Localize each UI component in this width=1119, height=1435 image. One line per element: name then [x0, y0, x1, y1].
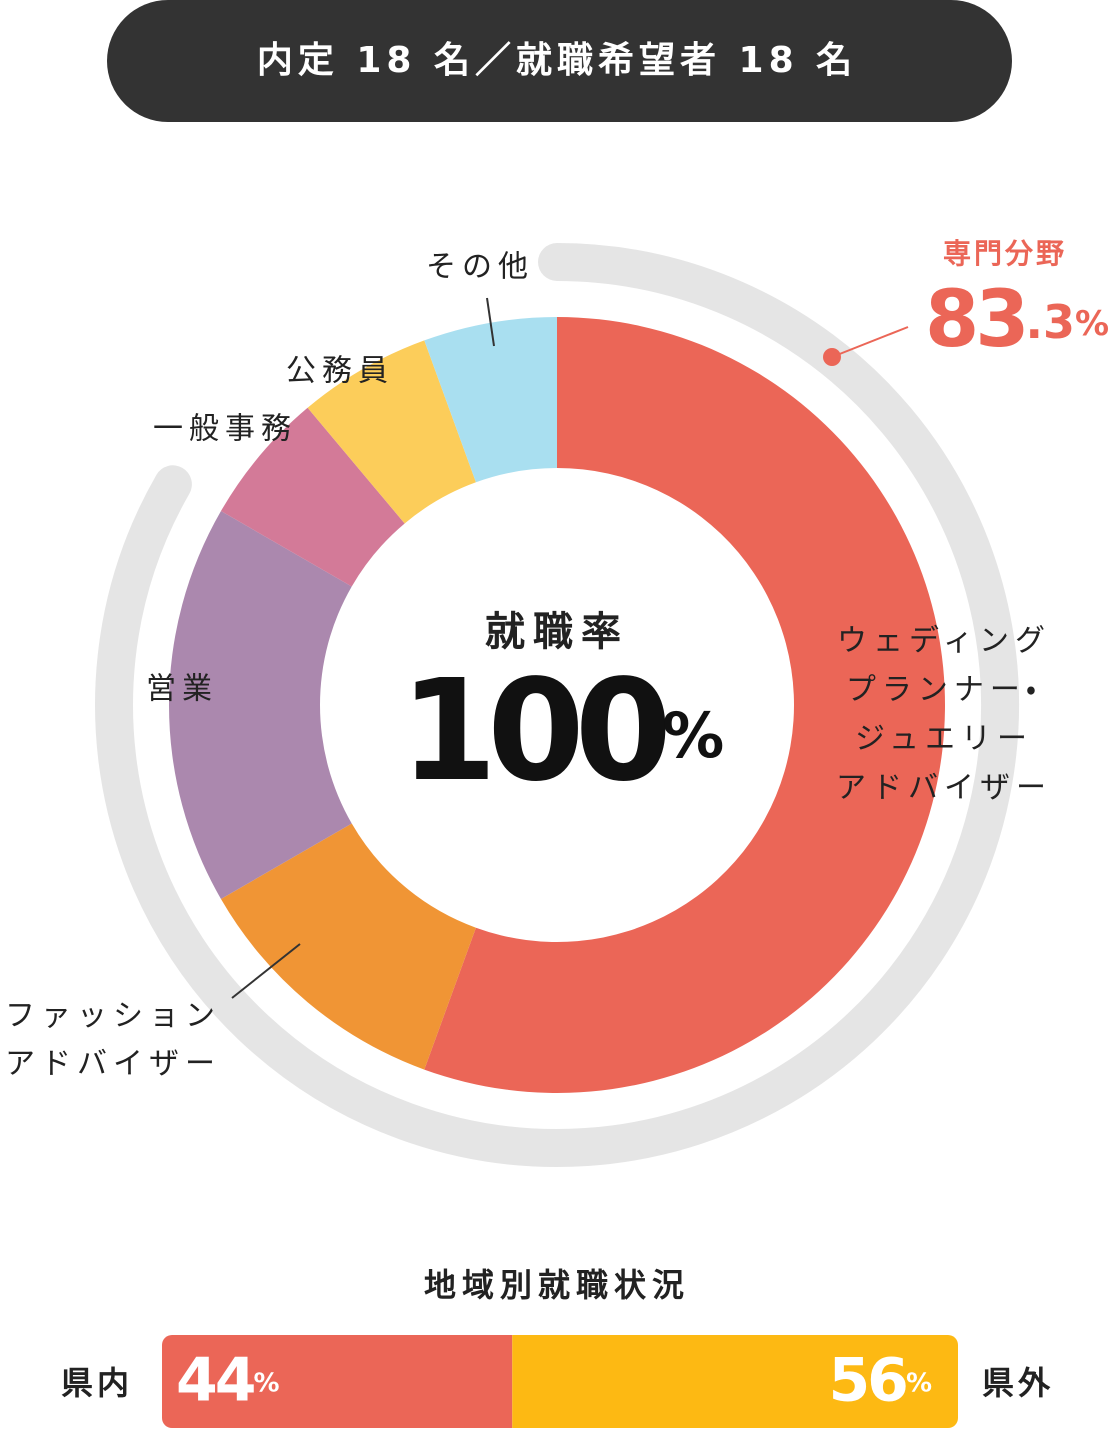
category-label: 一般事務	[153, 412, 297, 447]
category-label: ジュエリー	[855, 722, 1033, 757]
specialty-label: 専門分野	[943, 237, 1067, 270]
category-label: アドバイザー	[5, 1047, 221, 1082]
category-label: ファッション	[5, 999, 221, 1034]
category-label: 公務員	[286, 354, 394, 389]
specialty-decimal: .3	[1026, 295, 1075, 349]
region-value: 56%	[828, 1345, 932, 1415]
specialty-track	[95, 243, 1019, 1167]
category-label: プランナー・	[846, 673, 1042, 708]
donut-segment	[220, 407, 405, 587]
region-name: 県内	[61, 1364, 133, 1402]
region-unit: %	[254, 1368, 280, 1398]
region-name: 県外	[982, 1364, 1054, 1402]
center-unit: %	[662, 699, 724, 772]
specialty-pointer	[831, 326, 909, 358]
region-number: 56	[828, 1345, 906, 1415]
header-pill	[107, 0, 1012, 122]
donut-segment	[307, 340, 476, 524]
leader-line	[231, 943, 301, 999]
region-value: 44%	[176, 1345, 280, 1415]
donut-segment	[220, 823, 476, 1070]
region-bar	[512, 1335, 958, 1428]
region-bar	[162, 1335, 513, 1428]
center-rate: 100%	[400, 650, 724, 813]
region-unit: %	[906, 1368, 932, 1398]
donut-segment	[169, 511, 352, 899]
specialty-rate: 83.3%	[925, 275, 1109, 365]
category-label: ウェディング	[837, 624, 1051, 659]
category-label: アドバイザー	[836, 771, 1052, 806]
donut-segment	[424, 317, 557, 483]
center-label: 就職率	[485, 609, 629, 655]
category-label: その他	[426, 250, 534, 285]
leader-line	[486, 297, 495, 347]
specialty-unit: %	[1075, 304, 1109, 344]
header-title: 内定 18 名／就職希望者 18 名	[257, 40, 857, 81]
specialty-dot	[823, 348, 841, 366]
donut-segment	[424, 316, 946, 1093]
region-title: 地域別就職状況	[424, 1266, 690, 1304]
center-value: 100	[400, 650, 666, 813]
specialty-integer: 83	[925, 275, 1026, 365]
region-number: 44	[176, 1345, 254, 1415]
category-label: 営業	[146, 672, 218, 707]
